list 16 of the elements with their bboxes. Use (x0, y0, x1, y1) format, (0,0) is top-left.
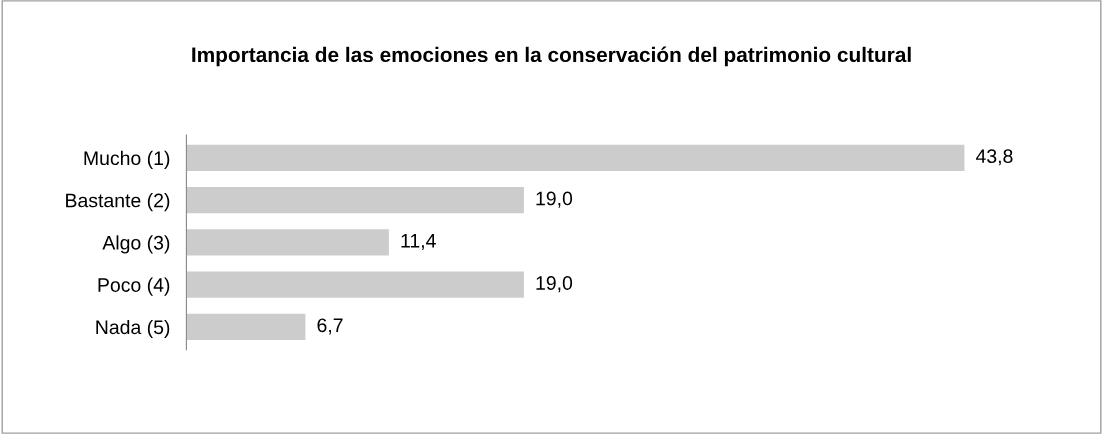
y-tick-label: Poco (4) (98, 277, 170, 296)
data-label: 11,4 (401, 234, 436, 250)
data-label: 19,0 (536, 276, 573, 293)
data-label: 19,0 (536, 191, 573, 208)
y-tick-label: Nada (5) (96, 319, 170, 339)
bar (186, 144, 965, 171)
bar (186, 271, 524, 298)
chart-title: Importancia de las emociones en la conservación del patrimonio cultural (192, 46, 911, 67)
data-label: 43,8 (975, 149, 1013, 166)
data-label: 6,7 (317, 318, 343, 335)
bar (186, 229, 389, 256)
y-tick-label: Algo (3) (102, 235, 170, 254)
bar (186, 313, 306, 341)
y-tick-label: Mucho (1) (84, 150, 170, 169)
bar (186, 187, 524, 214)
y-tick-label: Bastante (2) (66, 193, 170, 212)
